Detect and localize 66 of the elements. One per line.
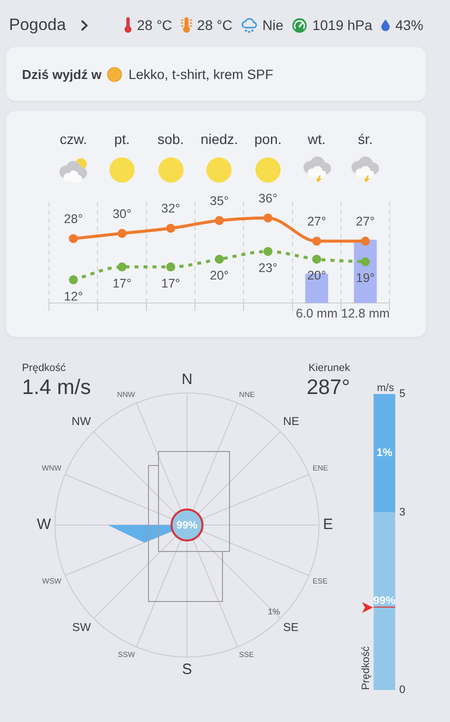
point — [166, 262, 176, 272]
data-label: 27° — [307, 214, 326, 229]
text: Lekko, t-shirt, krem SPF — [128, 66, 274, 82]
annotation: 1% — [376, 447, 393, 460]
point — [166, 224, 176, 233]
point — [312, 236, 322, 246]
annotation: 99% — [373, 595, 396, 608]
data-label: 12° — [64, 289, 83, 304]
data-label: 28° — [64, 212, 83, 226]
point — [264, 213, 273, 222]
text: 1019 hPa — [312, 17, 372, 33]
y-tick-label: 5 — [399, 388, 406, 400]
point — [68, 234, 78, 244]
text: 43% — [395, 17, 424, 33]
data-label: 20° — [307, 268, 326, 283]
text: 28 °C — [197, 17, 232, 33]
data-label: 32° — [161, 202, 180, 216]
y-tick-label: 3 — [399, 506, 406, 518]
spoke-label: SW — [72, 622, 91, 634]
point — [214, 216, 224, 226]
x-tick-label: pon. — [254, 130, 282, 147]
text: 1% — [268, 606, 281, 616]
text: Prędkość — [22, 362, 66, 374]
data-label: 23° — [258, 260, 278, 275]
data-label: 17° — [112, 276, 132, 290]
x-tick-label: sob. — [157, 130, 184, 147]
x-tick-label: pt. — [114, 130, 130, 147]
text: Nie — [262, 17, 284, 33]
data-label: 19° — [356, 271, 375, 286]
data-label: 12.8 mm — [341, 306, 390, 320]
text: 287° — [306, 376, 350, 400]
data-label: 30° — [112, 206, 132, 221]
data-label: 17° — [161, 276, 180, 290]
spoke-label: NW — [72, 416, 91, 428]
x-tick-label: niedz. — [200, 130, 238, 147]
text: 99% — [176, 519, 198, 532]
chart-title: m/s — [377, 382, 394, 394]
point — [68, 275, 78, 284]
x-tick-label: śr. — [358, 130, 373, 147]
x-tick-label: wt. — [306, 130, 326, 147]
y-axis-title: Prędkość — [360, 646, 372, 690]
spoke-label: NE — [283, 416, 300, 428]
spoke-label: S — [182, 661, 192, 678]
data-label: 6.0 mm — [296, 306, 338, 320]
text: 28 °C — [137, 17, 172, 33]
spoke-label: N — [182, 371, 192, 388]
point — [118, 228, 127, 238]
point — [264, 246, 273, 256]
point — [118, 262, 127, 272]
spoke-label: SE — [283, 622, 299, 634]
spoke-label: E — [323, 516, 334, 534]
text: 1.4 m/s — [22, 376, 91, 400]
point — [360, 257, 370, 266]
data-label: 27° — [356, 214, 375, 229]
text: Pogoda — [9, 16, 66, 34]
text: Kierunek — [308, 362, 350, 374]
data-label: 20° — [210, 268, 229, 283]
spoke-label: W — [36, 516, 52, 534]
point — [312, 254, 322, 264]
y-tick-label: 0 — [399, 684, 406, 696]
text: Dziś wyjdź w — [22, 66, 102, 82]
x-tick-label: czw. — [60, 130, 87, 147]
point — [360, 236, 370, 246]
point — [214, 254, 224, 264]
data-label: 35° — [210, 194, 229, 208]
data-label: 36° — [258, 191, 278, 206]
